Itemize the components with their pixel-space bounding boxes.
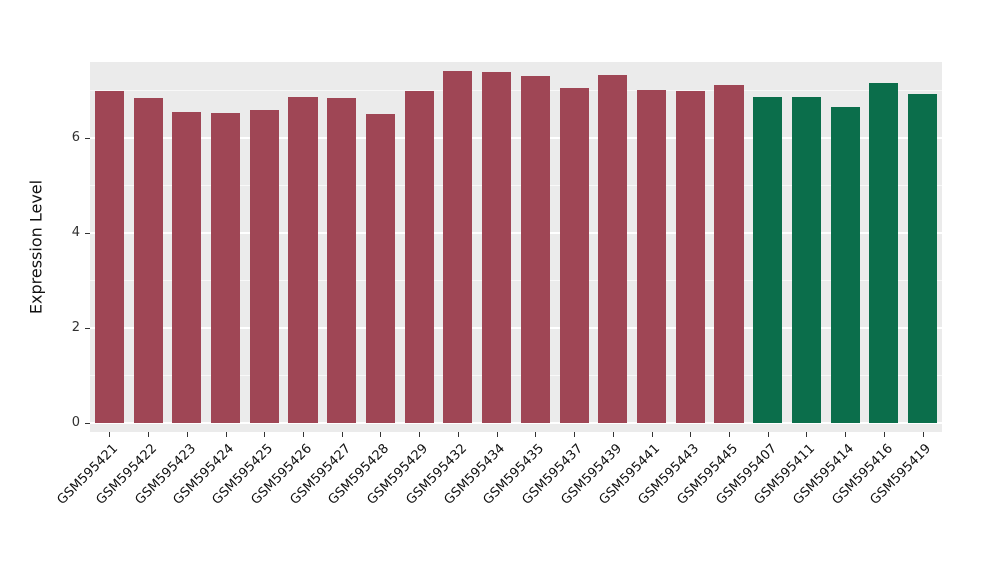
bar-GSM595443 — [675, 91, 705, 423]
x-tick-mark — [496, 432, 498, 437]
bar-GSM595421 — [94, 90, 124, 423]
x-tick-mark — [574, 432, 576, 437]
bar-GSM595441 — [637, 89, 667, 423]
y-tick-label: 2 — [71, 320, 80, 335]
bar-GSM595422 — [133, 97, 163, 423]
bar-GSM595425 — [249, 110, 279, 423]
x-tick-mark — [264, 432, 266, 437]
x-tick-mark — [845, 432, 847, 437]
bar-GSM595437 — [559, 88, 589, 423]
bar-GSM595427 — [327, 98, 357, 423]
x-tick-mark — [922, 432, 924, 437]
x-tick-mark — [457, 432, 459, 437]
y-tick-mark — [85, 328, 90, 329]
x-tick-mark — [535, 432, 537, 437]
x-tick-mark — [225, 432, 227, 437]
y-tick-mark — [85, 423, 90, 424]
x-tick-mark — [419, 432, 421, 437]
y-tick-mark — [85, 233, 90, 234]
minor-gridline — [90, 184, 942, 186]
bar-GSM595432 — [443, 70, 473, 423]
minor-gridline — [90, 89, 942, 91]
y-tick-label: 0 — [71, 415, 80, 430]
x-tick-mark — [148, 432, 150, 437]
x-tick-mark — [109, 432, 111, 437]
x-tick-mark — [341, 432, 343, 437]
y-axis-title: Expression Level — [26, 179, 46, 315]
bar-GSM595428 — [365, 114, 395, 423]
minor-gridline — [90, 279, 942, 281]
y-tick-mark — [85, 138, 90, 139]
bar-GSM595423 — [172, 111, 202, 423]
major-gridline — [90, 137, 942, 139]
x-tick-mark — [767, 432, 769, 437]
y-tick-label: 6 — [71, 130, 80, 145]
bar-GSM595439 — [598, 75, 628, 423]
x-tick-mark — [186, 432, 188, 437]
bar-GSM595414 — [830, 107, 860, 423]
minor-gridline — [90, 374, 942, 376]
bar-GSM595419 — [908, 94, 938, 423]
x-tick-mark — [806, 432, 808, 437]
x-tick-mark — [690, 432, 692, 437]
bar-GSM595407 — [753, 96, 783, 423]
plot-panel — [90, 62, 942, 432]
bar-GSM595411 — [791, 96, 821, 423]
x-tick-mark — [883, 432, 885, 437]
bar-GSM595429 — [404, 90, 434, 423]
x-tick-mark — [651, 432, 653, 437]
x-tick-mark — [729, 432, 730, 437]
x-tick-mark — [380, 432, 382, 437]
bar-GSM595445 — [714, 84, 744, 423]
x-tick-mark — [303, 432, 304, 437]
major-gridline — [90, 232, 942, 234]
bar-GSM595424 — [211, 113, 241, 423]
x-tick-mark — [612, 432, 614, 437]
major-gridline — [90, 327, 942, 329]
bar-GSM595434 — [482, 71, 512, 423]
bar-GSM595435 — [520, 76, 550, 423]
major-gridline — [90, 422, 942, 424]
bar-GSM595416 — [869, 83, 899, 423]
bar-GSM595426 — [288, 96, 318, 423]
y-tick-label: 4 — [71, 225, 80, 240]
